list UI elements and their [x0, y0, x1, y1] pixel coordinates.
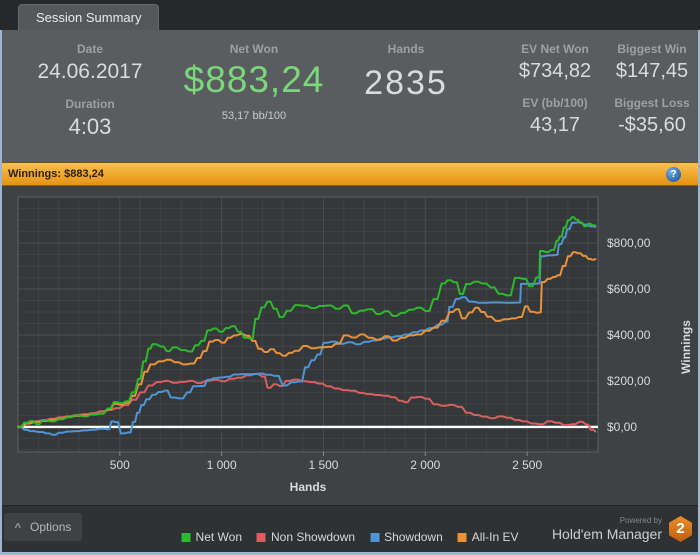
series-line-net-won — [17, 216, 597, 428]
biggest-win-label: Biggest Win — [617, 42, 687, 56]
x-tick-label: 500 — [110, 458, 130, 472]
legend-swatch-icon — [181, 532, 191, 542]
tab-bar: Session Summary — [0, 0, 700, 30]
chart-legend: Net Won Non Showdown Showdown All-In EV — [181, 530, 519, 544]
net-won-bb100: 53,17 bb/100 — [221, 110, 287, 122]
legend-swatch-icon — [257, 532, 266, 542]
net-won-label: Net Won — [229, 42, 279, 56]
legend-swatch-icon — [457, 532, 467, 542]
series-line-non-showdown — [17, 373, 597, 433]
stats-header: Date 24.06.2017 Duration 4:03 Net Won $8… — [0, 30, 700, 162]
y-axis-label: Winnings — [679, 320, 693, 374]
biggest-win-value: $147,45 — [615, 60, 689, 82]
legend-item-net-won[interactable]: Net Won — [181, 530, 242, 544]
stat-hands: Hands 2835 — [345, 42, 467, 103]
window-border-right — [698, 30, 700, 555]
y-tick-label: $0,00 — [607, 420, 637, 434]
powered-by-label: Powered by — [619, 516, 662, 525]
plot-background — [18, 197, 598, 452]
legend-label: Net Won — [195, 530, 242, 544]
y-tick-label: $400,00 — [607, 328, 651, 342]
tab-session-summary[interactable]: Session Summary — [18, 4, 160, 30]
net-won-value: $883,24 — [183, 59, 325, 100]
options-button[interactable]: ^ Options — [4, 513, 82, 541]
duration-label: Duration — [65, 97, 115, 111]
legend-item-showdown[interactable]: Showdown — [370, 530, 443, 544]
ev-net-won-label: EV Net Won — [521, 42, 589, 56]
date-value: 24.06.2017 — [37, 60, 143, 83]
legend-label: Showdown — [384, 530, 443, 544]
x-axis-label: Hands — [290, 480, 327, 494]
x-tick-label: 2 000 — [410, 458, 440, 472]
chart-area: 500 1 000 1 500 2 000 2 500 $0,00 $200,00 $400,… — [0, 186, 700, 505]
biggest-loss-label: Biggest Loss — [614, 96, 690, 110]
hands-value: 2835 — [364, 64, 448, 102]
legend-label: All-In EV — [471, 530, 519, 544]
ev-bb100-value: 43,17 — [529, 114, 581, 136]
y-tick-label: $800,00 — [607, 236, 651, 250]
legend-label: Non Showdown — [271, 530, 356, 544]
x-tick-label: 1 000 — [207, 458, 237, 472]
plot-border — [17, 196, 599, 453]
powered-by-block: Powered by Hold'em Manager 2 — [552, 516, 692, 542]
brand-name: Hold'em Manager — [551, 526, 662, 542]
options-button-label: Options — [30, 520, 72, 534]
biggest-loss-value: -$35,60 — [618, 114, 686, 136]
date-label: Date — [76, 42, 103, 56]
duration-value: 4:03 — [68, 114, 112, 139]
x-tick-label: 2 500 — [512, 458, 542, 472]
x-tick-label: 1 500 — [308, 458, 338, 472]
series-line-showdown — [17, 221, 597, 436]
stat-biggest: Biggest Win $147,45 Biggest Loss -$35,60 — [610, 42, 694, 137]
y-tick-label: $600,00 — [607, 282, 651, 296]
chevron-up-icon: ^ — [14, 522, 22, 534]
hm2-logo-icon: 2 — [669, 516, 692, 542]
window-border-bottom — [0, 552, 700, 555]
hands-label: Hands — [387, 42, 425, 56]
legend-item-non-showdown[interactable]: Non Showdown — [257, 530, 355, 544]
ev-bb100-label: EV (bb/100) — [522, 96, 588, 110]
help-icon[interactable]: ? — [666, 167, 681, 182]
y-tick-label: $200,00 — [607, 374, 651, 388]
legend-item-all-in-ev[interactable]: All-In EV — [457, 530, 519, 544]
window-border-left — [0, 30, 2, 555]
winnings-section-bar[interactable]: Winnings: $883,24 ? — [0, 162, 700, 186]
stat-ev: EV Net Won $734,82 EV (bb/100) 43,17 — [494, 42, 616, 137]
series-line-all-in-ev — [17, 251, 597, 428]
legend-swatch-icon — [370, 532, 380, 542]
stat-date-duration: Date 24.06.2017 Duration 4:03 — [15, 42, 165, 140]
stat-net-won: Net Won $883,24 53,17 bb/100 — [168, 42, 340, 122]
winnings-section-title: Winnings: $883,24 — [8, 168, 104, 180]
ev-net-won-value: $734,82 — [518, 60, 592, 82]
bottom-bar: ^ Options Net Won Non Showdown Showdown All-… — [0, 505, 700, 555]
winnings-chart: 500 1 000 1 500 2 000 2 500 $0,00 $200,00 $400,… — [17, 196, 693, 494]
